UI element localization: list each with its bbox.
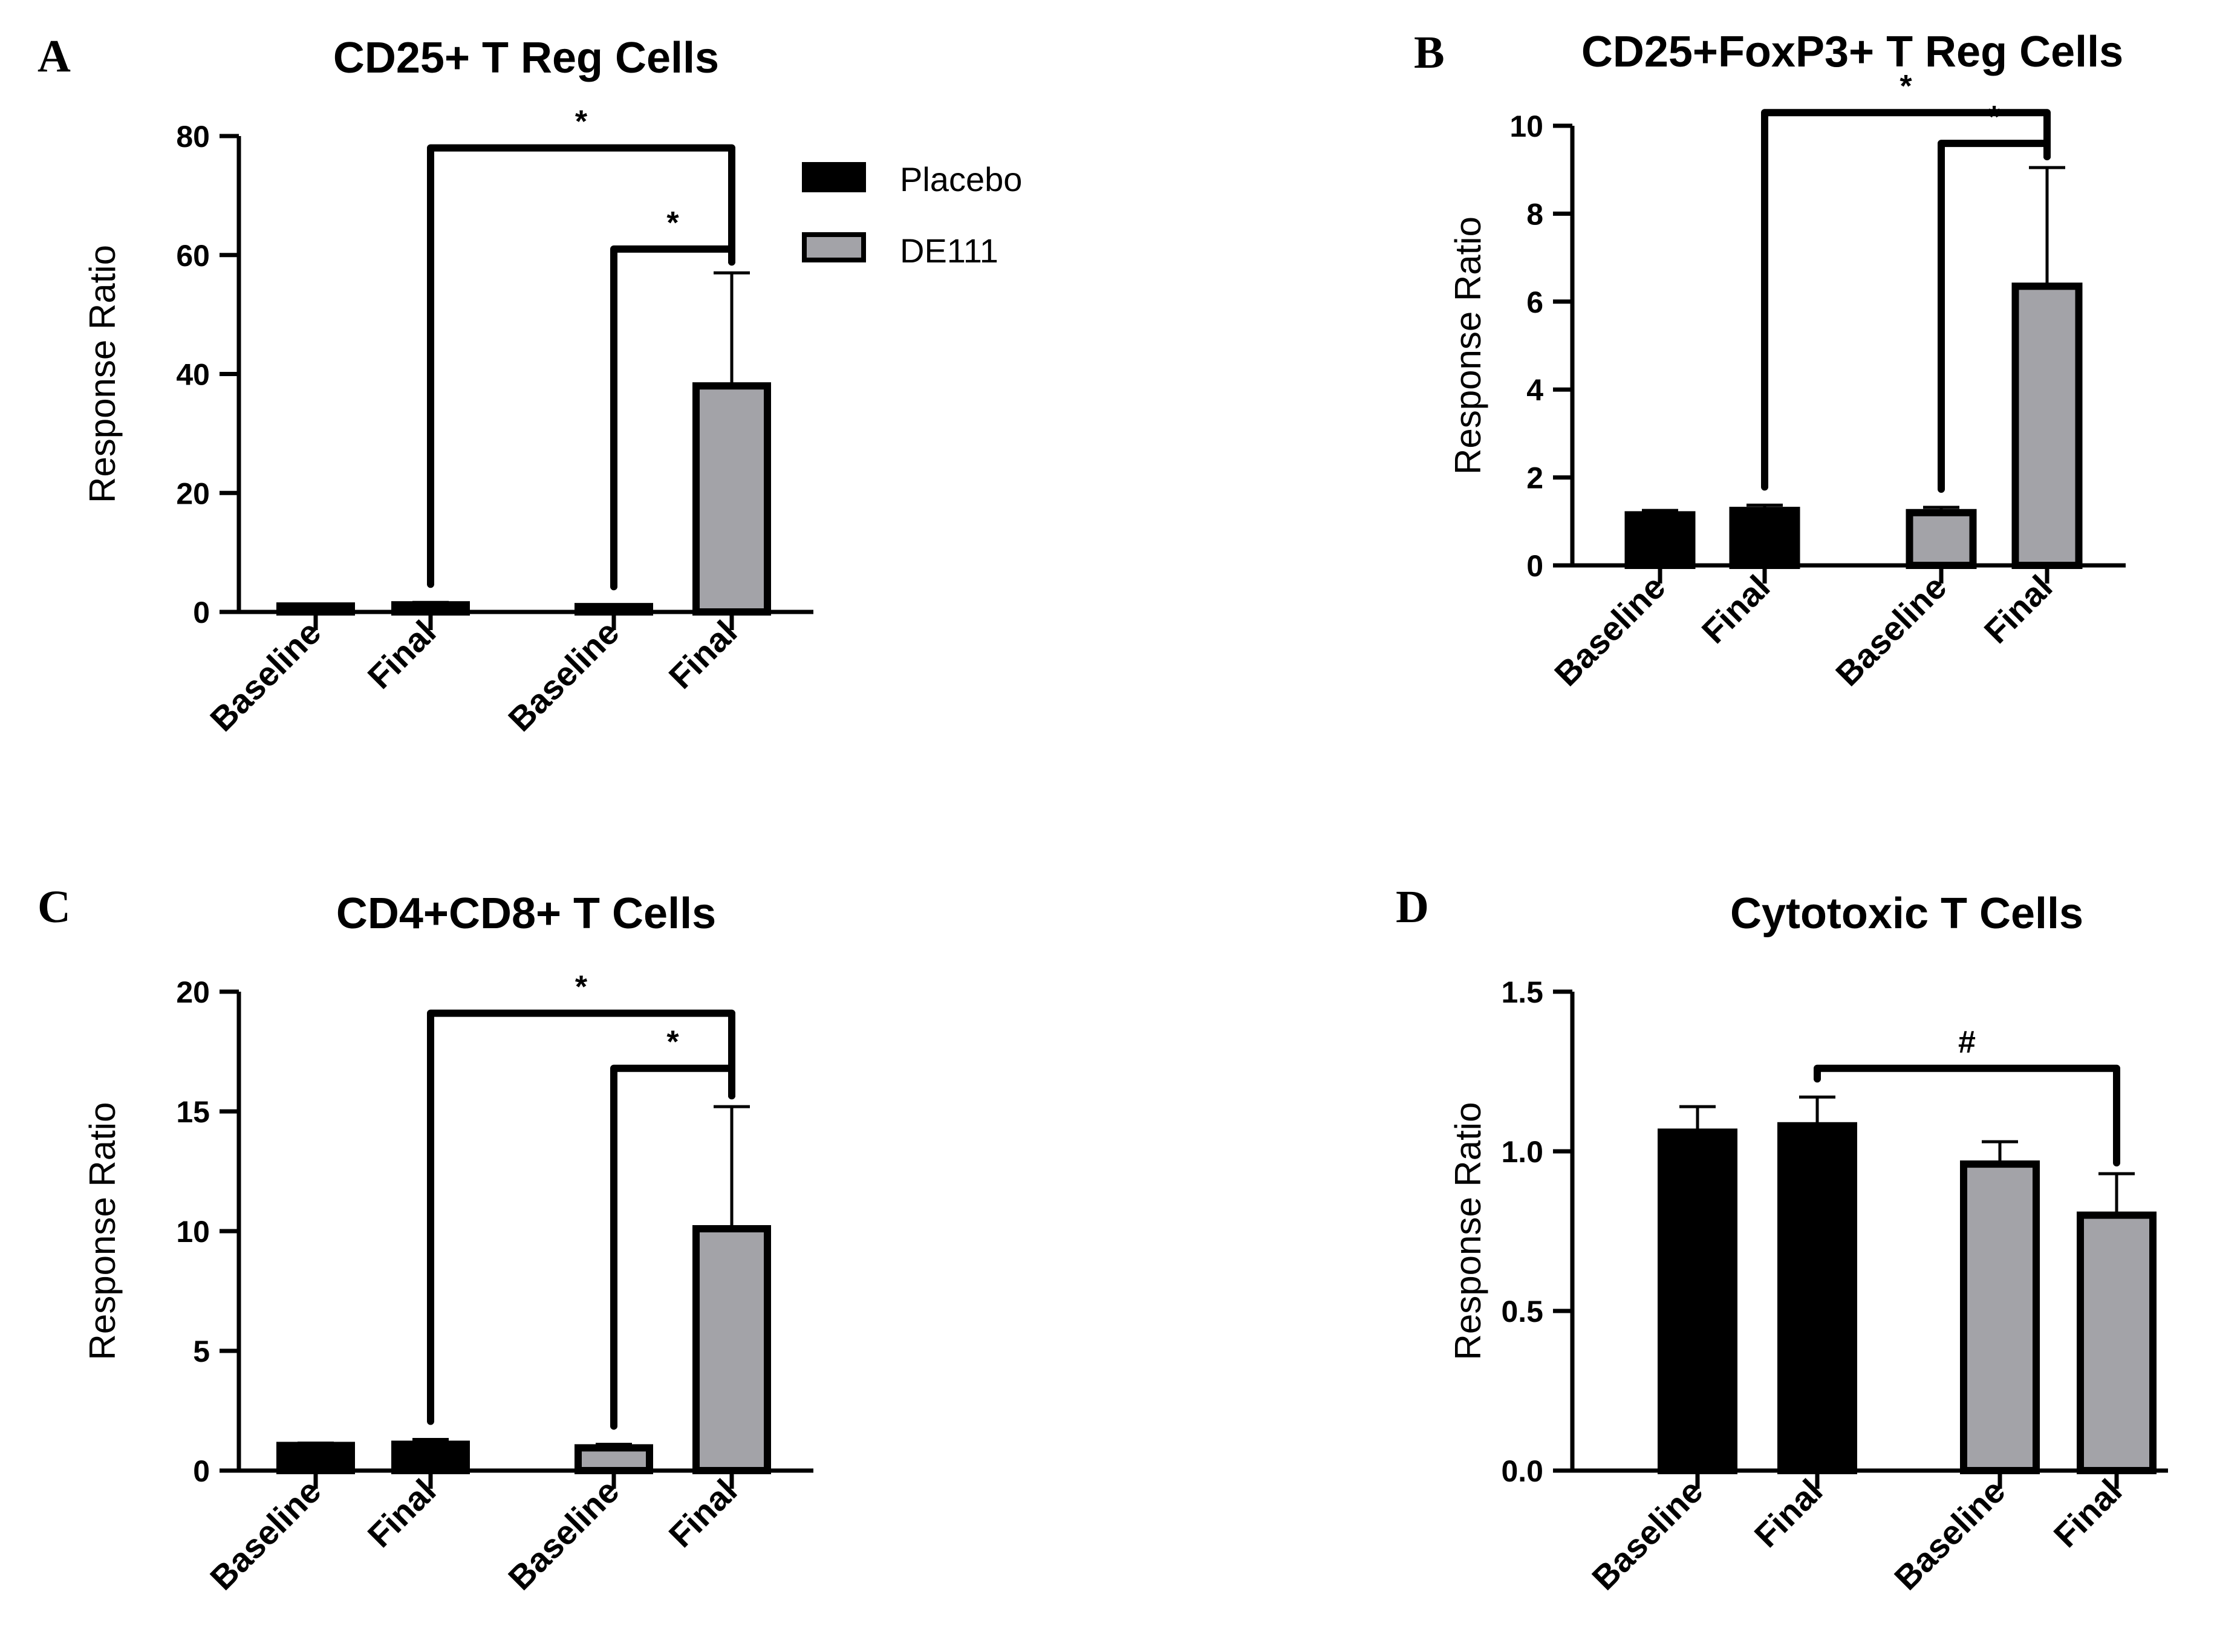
legend-label-placebo: Placebo [900,160,1022,198]
chart-title: CD25+ T Reg Cells [333,34,719,82]
x-tick-label: Baseline [1584,1472,1710,1597]
panel-letter: A [37,31,71,82]
significance-label: * [1988,100,2001,135]
significance-label: * [666,1025,679,1060]
y-tick-label: 0 [1526,549,1543,583]
bar-placebo-final [1777,1122,1857,1474]
bar-placebo-baseline [276,1442,355,1474]
y-tick-label: 0 [193,1454,210,1488]
y-tick-label: 20 [176,975,210,1009]
legend-label-de111: DE111 [900,232,998,270]
significance-label: * [575,970,588,1005]
y-axis-label: Response Ratio [82,1102,123,1361]
bar-placebo-baseline [1624,511,1696,570]
chart-title: CD25+FoxP3+ T Reg Cells [1581,28,2123,76]
panel-letter: B [1414,27,1445,78]
panel-a: A CD25+ T Reg Cells Response Ratio 0 20 40 60 8… [37,31,813,738]
y-tick-label: 40 [176,358,210,392]
y-axis-label: Response Ratio [82,245,123,503]
significance-label: * [666,206,679,241]
panel-d: D Cytotoxic T Cells Response Ratio 0.0 0.5 1.… [1396,882,2168,1597]
x-tick-label: Baseline [501,1472,626,1597]
y-tick-label: 0.5 [1501,1295,1543,1328]
panel-c: C CD4+CD8+ T Cells Response Ratio 0 5 10 15 20 B… [37,882,813,1597]
y-tick-label: 2 [1526,461,1543,495]
panel-letter: C [37,882,71,932]
significance-bracket [427,144,735,588]
y-axis-label: Response Ratio [1448,216,1488,475]
significance-label: # [1958,1025,1976,1060]
bar-placebo-final [391,601,470,616]
y-tick-label: 15 [176,1095,210,1129]
bar-placebo-final [391,1440,470,1474]
bar-de111-final [692,382,771,616]
y-tick-label: 10 [176,1215,210,1249]
y-tick-label: 6 [1526,285,1543,319]
chart-title: Cytotoxic T Cells [1730,889,2083,938]
y-tick-label: 8 [1526,197,1543,231]
significance-bracket [1938,140,2051,493]
y-tick-label: 60 [176,239,210,273]
bar-de111-baseline [575,603,653,616]
legend-swatch-placebo [802,162,866,192]
y-tick-label: 5 [193,1335,210,1368]
significance-bracket [610,245,735,591]
x-tick-label: Baseline [1887,1472,2012,1597]
x-tick-label: Baseline [1828,568,1953,693]
bar-de111-final [2077,1211,2157,1474]
significance-label: * [1900,69,1912,104]
significance-bracket [427,1009,735,1425]
y-tick-label: 1.0 [1501,1135,1543,1169]
bar-de111-final [2011,282,2083,569]
bar-de111-baseline [575,1444,653,1474]
bar-de111-baseline [1960,1160,2040,1474]
y-tick-label: 20 [176,476,210,510]
y-tick-label: 1.5 [1501,975,1543,1009]
legend: Placebo DE111 [802,160,1022,270]
x-tick-label: Baseline [1547,568,1672,693]
panel-letter: D [1396,882,1429,932]
panel-b: B CD25+FoxP3+ T Reg Cells Response Ratio 0 2… [1414,27,2126,693]
bar-de111-baseline [1906,509,1977,570]
significance-label: * [575,105,588,140]
bar-de111-final [692,1225,771,1475]
significance-bracket [1761,109,2051,491]
chart-title: CD4+CD8+ T Cells [336,889,716,938]
x-tick-label: Baseline [203,613,328,738]
y-tick-label: 4 [1526,373,1543,407]
bar-placebo-baseline [276,602,355,616]
y-tick-label: 0 [193,596,210,629]
x-tick-label: Baseline [501,613,626,738]
significance-bracket [610,1064,735,1430]
x-tick-label: Baseline [203,1472,328,1597]
bar-placebo-final [1729,507,1800,569]
bar-placebo-baseline [1658,1128,1737,1474]
y-tick-label: 10 [1509,109,1543,143]
significance-bracket [1814,1064,2120,1166]
y-tick-label: 0.0 [1501,1454,1543,1488]
y-axis-label: Response Ratio [1448,1102,1488,1361]
y-tick-label: 80 [176,120,210,154]
legend-swatch-de111 [802,232,866,262]
